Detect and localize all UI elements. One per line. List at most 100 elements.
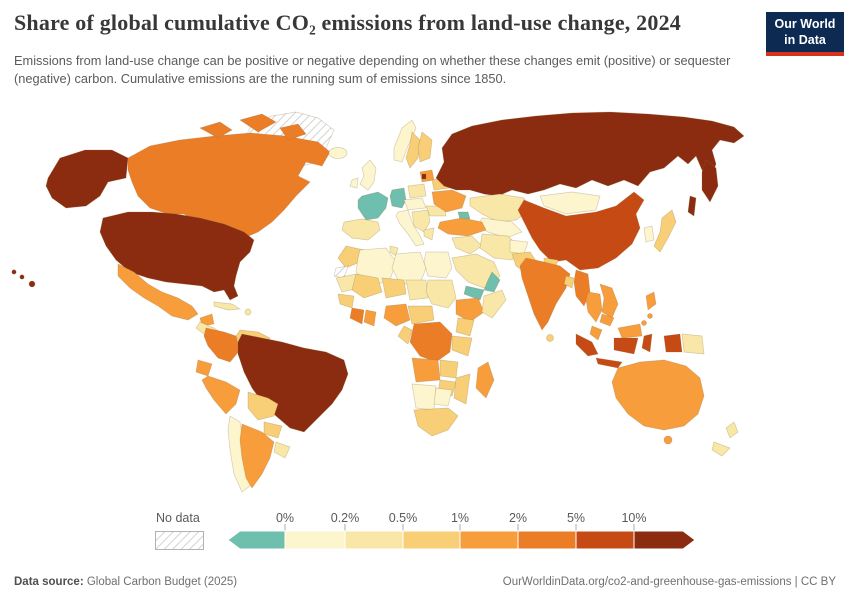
country-canada[interactable]	[127, 132, 331, 239]
country-russia-sakhalin[interactable]	[687, 195, 697, 217]
country-madagascar[interactable]	[475, 361, 495, 399]
country-argentina[interactable]	[239, 423, 275, 489]
country-brazil[interactable]	[237, 333, 349, 433]
country-sri-lanka[interactable]	[546, 334, 554, 342]
country-germany[interactable]	[389, 187, 407, 209]
country-indonesia-kalimantan[interactable]	[613, 337, 639, 355]
legend-bin-4[interactable]	[517, 530, 577, 550]
legend-bin-6[interactable]	[633, 530, 696, 550]
region-senegal-guinea[interactable]	[337, 293, 355, 309]
country-somalia[interactable]	[481, 289, 507, 319]
country-ecuador[interactable]	[195, 359, 213, 377]
country-mozambique[interactable]	[453, 373, 471, 405]
country-afghanistan[interactable]	[509, 239, 529, 255]
country-bolivia[interactable]	[247, 391, 279, 421]
country-yemen[interactable]	[463, 285, 485, 301]
country-united-kingdom[interactable]	[359, 159, 377, 191]
country-mongolia[interactable]	[539, 191, 601, 215]
country-cuba[interactable]	[213, 301, 242, 311]
country-bangladesh[interactable]	[563, 275, 575, 289]
legend-bin-2[interactable]	[402, 530, 461, 550]
legend-no-data-swatch[interactable]	[155, 531, 204, 550]
country-malaysia-borneo[interactable]	[617, 323, 643, 339]
country-mali[interactable]	[351, 273, 383, 299]
region-korea[interactable]	[643, 225, 655, 243]
country-egypt[interactable]	[423, 251, 453, 279]
country-ghana[interactable]	[363, 309, 377, 327]
country-kenya[interactable]	[455, 317, 475, 337]
region-laos-vietnam[interactable]	[599, 283, 619, 319]
country-italy[interactable]	[395, 209, 425, 247]
country-france[interactable]	[357, 191, 389, 221]
country-finland[interactable]	[417, 131, 433, 163]
country-mexico[interactable]	[117, 263, 199, 321]
country-ethiopia[interactable]	[455, 297, 485, 323]
country-australia-tasmania[interactable]	[663, 435, 673, 445]
country-usa-hawaii-1[interactable]	[11, 269, 17, 275]
country-ukraine[interactable]	[431, 189, 467, 213]
owid-logo[interactable]: Our World in Data	[766, 12, 844, 57]
country-australia[interactable]	[611, 359, 705, 431]
country-myanmar[interactable]	[573, 269, 591, 307]
country-botswana[interactable]	[433, 387, 453, 407]
country-turkey[interactable]	[437, 217, 487, 237]
country-colombia[interactable]	[203, 327, 241, 363]
legend-bin-0[interactable]	[284, 530, 346, 550]
country-new-zealand-south[interactable]	[711, 441, 731, 457]
country-indonesia-java[interactable]	[595, 357, 623, 369]
country-philippines[interactable]	[645, 291, 657, 311]
country-philippines-island-1[interactable]	[647, 313, 653, 319]
country-iceland[interactable]	[328, 147, 348, 159]
country-indonesia-sulawesi[interactable]	[641, 333, 653, 353]
country-cambodia[interactable]	[599, 313, 615, 327]
country-kazakhstan[interactable]	[469, 193, 531, 223]
country-usa-hawaii-2[interactable]	[19, 274, 25, 280]
country-china[interactable]	[517, 191, 645, 271]
country-dr-congo[interactable]	[409, 321, 453, 363]
country-hispaniola[interactable]	[244, 308, 252, 316]
country-nigeria[interactable]	[383, 303, 411, 327]
owid-url-license[interactable]: OurWorldinData.org/co2-and-greenhouse-ga…	[502, 576, 836, 588]
legend-bin-3[interactable]	[459, 530, 519, 550]
country-oman[interactable]	[483, 271, 501, 293]
country-papua-new-guinea[interactable]	[681, 333, 705, 355]
legend-bin-1[interactable]	[344, 530, 404, 550]
country-south-africa[interactable]	[413, 407, 459, 437]
country-uruguay[interactable]	[273, 441, 291, 459]
country-poland[interactable]	[407, 183, 427, 199]
country-indonesia-sumatra[interactable]	[575, 333, 599, 357]
legend-bin-5[interactable]	[575, 530, 635, 550]
country-canada-arctic-island-1[interactable]	[199, 121, 233, 139]
region-balkans[interactable]	[411, 209, 431, 233]
country-usa-alaska[interactable]	[45, 149, 129, 209]
country-new-zealand-north[interactable]	[725, 421, 739, 439]
country-india[interactable]	[519, 257, 571, 331]
country-russia-kamchatka[interactable]	[701, 159, 719, 203]
country-thailand[interactable]	[585, 291, 603, 323]
country-angola[interactable]	[411, 357, 441, 383]
region-syria-iraq[interactable]	[451, 235, 483, 255]
country-japan[interactable]	[653, 209, 677, 253]
country-ireland[interactable]	[349, 177, 359, 189]
country-philippines-island-2[interactable]	[641, 320, 647, 326]
country-cote-divoire[interactable]	[349, 307, 365, 325]
country-greece[interactable]	[423, 227, 435, 241]
region-caucasus[interactable]	[457, 211, 471, 221]
country-indonesia-papua[interactable]	[663, 333, 683, 353]
region-cameroon-car[interactable]	[407, 305, 435, 325]
country-sudan[interactable]	[425, 279, 457, 309]
country-spain-portugal[interactable]	[341, 218, 381, 241]
country-canada-arctic-island-3[interactable]	[279, 123, 307, 141]
country-latvia[interactable]	[421, 173, 427, 180]
country-paraguay[interactable]	[263, 421, 283, 439]
region-congo-gabon[interactable]	[397, 325, 413, 345]
country-canada-arctic-island-2[interactable]	[239, 113, 277, 133]
country-tanzania[interactable]	[451, 335, 473, 357]
country-peru[interactable]	[201, 375, 241, 415]
region-central-europe[interactable]	[403, 197, 427, 211]
country-niger[interactable]	[381, 277, 407, 299]
country-usa-hawaii-3[interactable]	[28, 280, 36, 288]
country-chad[interactable]	[405, 279, 429, 301]
country-namibia[interactable]	[411, 383, 437, 411]
legend-bin-negative[interactable]	[227, 530, 286, 550]
